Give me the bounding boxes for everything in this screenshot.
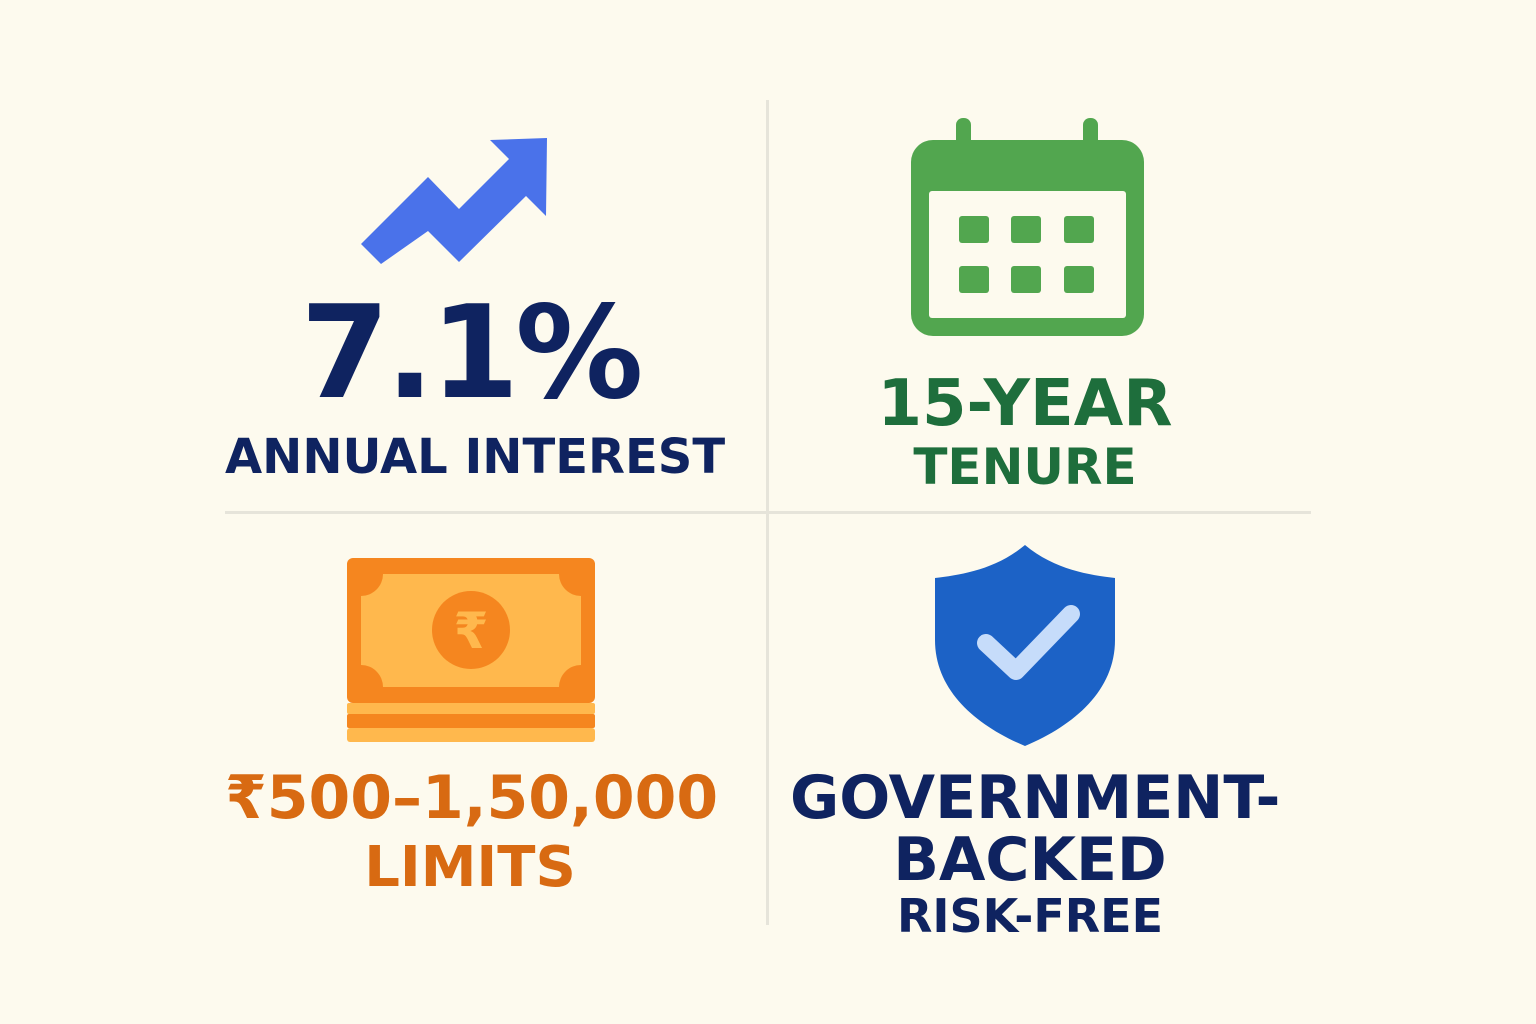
interest-rate-value: 7.1% — [300, 279, 644, 428]
limits-caption: LIMITS — [364, 835, 576, 900]
svg-text:₹: ₹ — [454, 602, 489, 660]
backing-title-line2: BACKED — [893, 825, 1167, 895]
trending-up-arrow-icon — [361, 138, 547, 264]
tenure-value: 15-YEAR — [877, 367, 1173, 441]
rupee-banknote-icon: ₹ — [347, 558, 595, 742]
limits-value: ₹500–1,50,000 — [225, 763, 719, 833]
horizontal-divider — [225, 511, 1311, 514]
backing-caption: RISK-FREE — [896, 889, 1164, 943]
tenure-caption: TENURE — [913, 438, 1137, 496]
shield-check-icon — [935, 545, 1115, 746]
backing-title-line1: GOVERNMENT- — [790, 763, 1281, 833]
interest-rate-caption: ANNUAL INTEREST — [225, 429, 726, 485]
calendar-icon — [911, 118, 1144, 336]
